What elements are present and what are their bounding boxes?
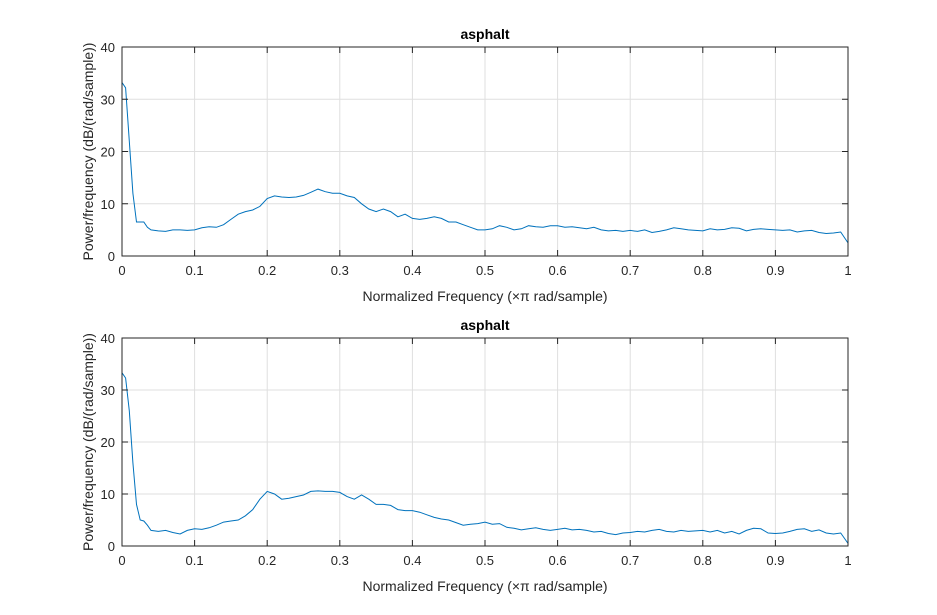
plot1-x-tick-label: 1	[844, 263, 851, 278]
plot2-series-line	[121, 372, 849, 544]
plot1-x-tick-label: 0.7	[621, 263, 639, 278]
plot1-series-line	[121, 82, 849, 244]
plot1-y-tick-label: 20	[101, 145, 115, 160]
plot2-x-tick-label: 0.5	[476, 553, 494, 568]
plot2-x-tick-label: 0	[118, 553, 125, 568]
plot2-x-tick-label: 0.7	[621, 553, 639, 568]
plot2-y-tick-label: 30	[101, 383, 115, 398]
plot1-y-tick-label: 10	[101, 197, 115, 212]
plot2-x-tick-label: 0.9	[766, 553, 784, 568]
plot2-y-tick-label: 0	[108, 539, 115, 554]
plot1-x-axis-label: Normalized Frequency (×π rad/sample)	[362, 288, 607, 304]
plot1-x-tick-label: 0.1	[186, 263, 204, 278]
plot2-y-tick-label: 40	[101, 331, 115, 346]
plot2-chart-title: asphalt	[460, 317, 509, 333]
plot1-chart-title: asphalt	[460, 26, 509, 42]
plot1-x-tick-label: 0.4	[403, 263, 421, 278]
plot2-x-axis-label: Normalized Frequency (×π rad/sample)	[362, 578, 607, 594]
plot1-y-tick-label: 30	[101, 92, 115, 107]
plot2-x-tick-label: 0.8	[694, 553, 712, 568]
plot1-y-tick-label: 40	[101, 40, 115, 55]
plot1-x-tick-label: 0.6	[549, 263, 567, 278]
plot2-x-tick-label: 0.2	[258, 553, 276, 568]
plot1-y-tick-label: 0	[108, 249, 115, 264]
plot1-y-axis-label: Power/frequency (dB/(rad/sample))	[80, 43, 96, 261]
plot2-y-tick-label: 20	[101, 435, 115, 450]
plot1-x-tick-label: 0.3	[331, 263, 349, 278]
plot2-x-tick-label: 0.3	[331, 553, 349, 568]
plot1-x-tick-label: 0	[118, 263, 125, 278]
plot1-x-tick-label: 0.5	[476, 263, 494, 278]
plot2-x-tick-label: 0.6	[549, 553, 567, 568]
plot2-y-axis-label: Power/frequency (dB/(rad/sample))	[80, 333, 96, 551]
plot1-x-tick-label: 0.2	[258, 263, 276, 278]
plot1-x-tick-label: 0.8	[694, 263, 712, 278]
plot2-x-tick-label: 0.1	[186, 553, 204, 568]
plot2-y-tick-label: 10	[101, 487, 115, 502]
plot1-x-tick-label: 0.9	[766, 263, 784, 278]
plot2-x-tick-label: 1	[844, 553, 851, 568]
plot2-x-tick-label: 0.4	[403, 553, 421, 568]
